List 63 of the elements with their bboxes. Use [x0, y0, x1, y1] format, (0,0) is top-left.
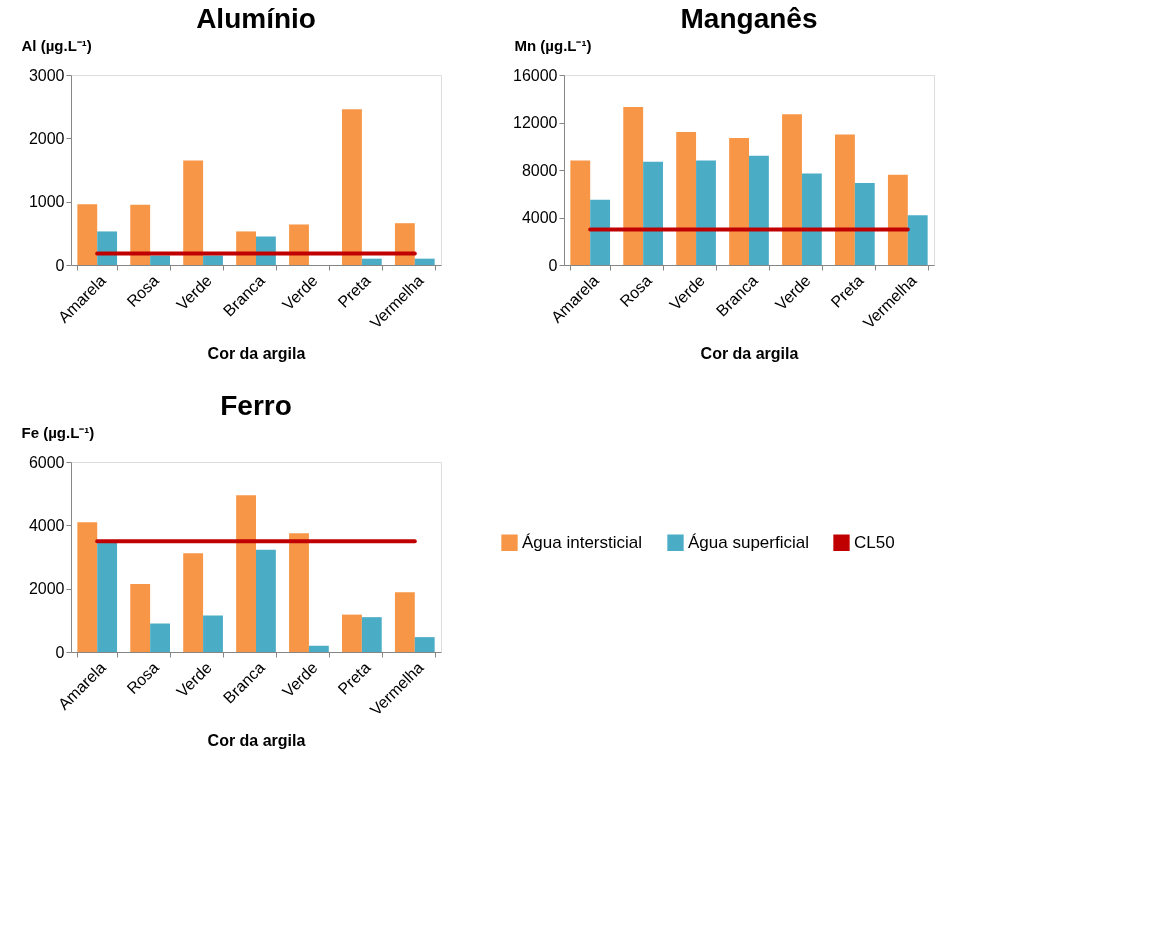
bar	[342, 614, 362, 652]
y-tick-label: 6000	[28, 453, 65, 471]
legend-label: Água intersticial	[522, 532, 643, 552]
y-tick-label: 0	[55, 256, 65, 274]
bar	[342, 109, 362, 265]
bar	[835, 134, 855, 265]
bar	[570, 160, 591, 265]
bar	[308, 645, 329, 652]
bar	[623, 107, 644, 265]
bar	[643, 161, 663, 265]
bar	[236, 495, 256, 652]
x-axis-title: Cor da argila	[207, 731, 306, 749]
bar	[183, 553, 204, 652]
chart-title: Ferro	[220, 390, 292, 421]
bar	[590, 199, 611, 265]
legend-label: Água superficial	[688, 532, 809, 552]
y-axis-title: Al (µg.L⁻¹)	[21, 36, 92, 54]
bar	[414, 258, 435, 265]
chart-title: Manganês	[680, 3, 818, 34]
legend-label: CL50	[854, 532, 895, 552]
bar	[801, 173, 822, 265]
bar	[782, 114, 802, 265]
bar	[394, 223, 415, 265]
bar	[150, 255, 170, 265]
y-axis-title: Fe (µg.L⁻¹)	[21, 423, 95, 441]
y-tick-label: 12000	[513, 114, 558, 131]
y-tick-label: 0	[55, 643, 65, 661]
bar	[289, 533, 309, 652]
y-tick-label: 4000	[521, 209, 558, 226]
y-tick-label: 16000	[513, 66, 558, 84]
bar	[749, 155, 769, 265]
y-tick-label: 2000	[28, 129, 65, 147]
bar	[130, 204, 151, 265]
bar	[361, 617, 382, 652]
bar	[361, 258, 382, 265]
bar	[77, 204, 98, 265]
y-tick-label: 3000	[28, 66, 65, 84]
bar	[77, 522, 98, 652]
bar	[394, 592, 415, 652]
y-tick-label: 2000	[28, 580, 65, 598]
bar	[203, 255, 223, 265]
bar	[203, 615, 223, 652]
bar	[183, 160, 204, 265]
x-axis-title: Cor da argila	[207, 344, 306, 362]
bar	[256, 549, 276, 652]
bar	[150, 623, 170, 652]
bar	[729, 137, 749, 265]
bar	[887, 174, 908, 265]
x-axis-title: Cor da argila	[700, 344, 799, 362]
bar	[854, 183, 875, 265]
bar	[696, 160, 716, 265]
y-tick-label: 8000	[521, 161, 558, 179]
bar	[676, 132, 697, 265]
bar	[907, 215, 928, 265]
bar	[130, 583, 151, 652]
bar	[97, 541, 118, 652]
y-tick-label: 0	[548, 256, 558, 274]
chart-title: Alumínio	[196, 3, 316, 34]
y-axis-title: Mn (µg.L⁻¹)	[514, 36, 592, 54]
bar	[289, 224, 309, 265]
y-tick-label: 1000	[28, 193, 65, 211]
bar	[414, 637, 435, 652]
y-tick-label: 4000	[28, 516, 65, 534]
